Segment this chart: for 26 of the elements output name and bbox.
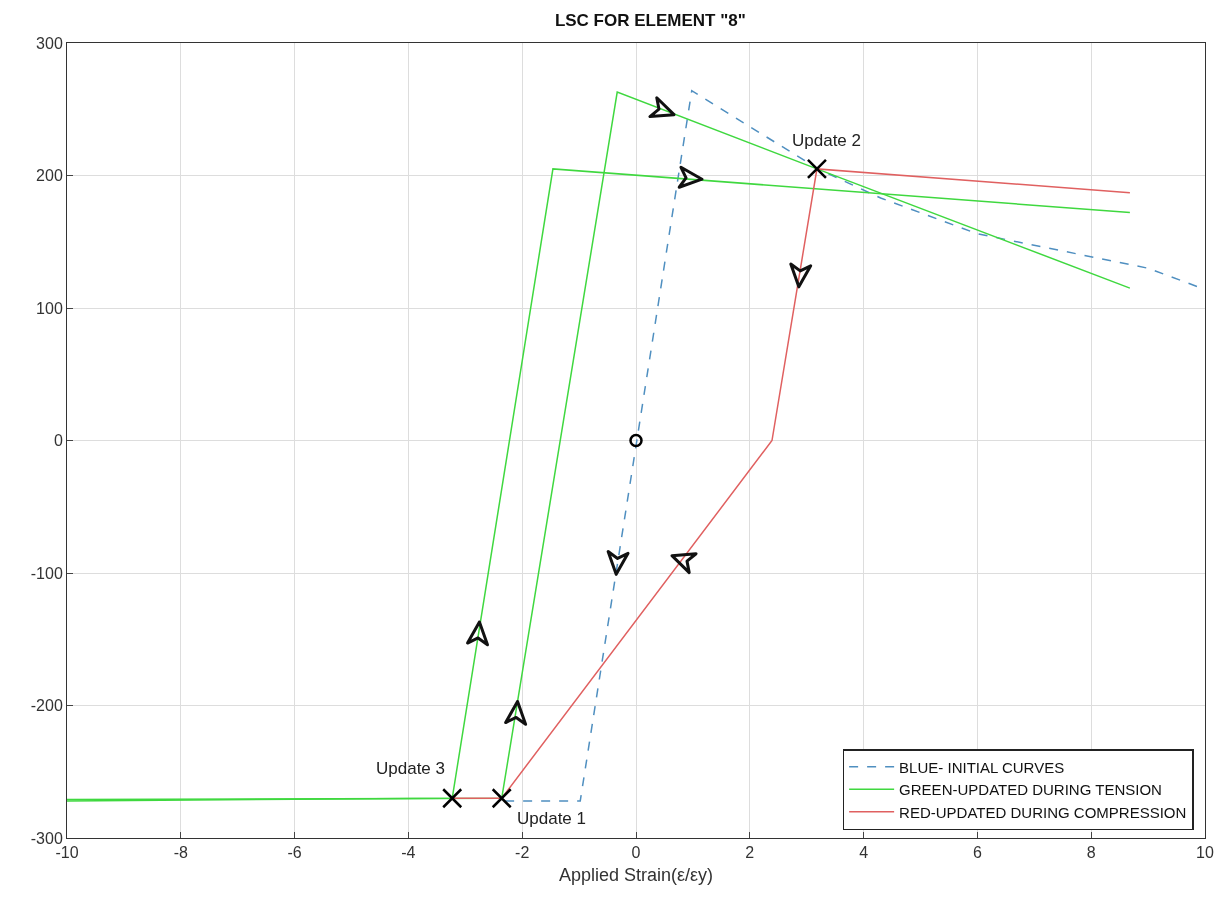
y-tick-label: 100	[36, 299, 63, 317]
x-tick-label: 2	[745, 844, 755, 862]
annotation: Update 2	[792, 131, 861, 150]
y-tick-label: 200	[36, 167, 63, 185]
y-tick-label: 300	[36, 34, 63, 52]
x-tick-label: -2	[515, 844, 530, 862]
y-tick-label: -200	[30, 697, 63, 715]
x-tick-label: -8	[173, 844, 189, 862]
y-tick-label: -100	[30, 564, 63, 582]
y-tick-label: 0	[53, 432, 63, 450]
legend-label: GREEN-UPDATED DURING TENSION	[899, 781, 1162, 799]
y-tick-label: -300	[30, 829, 63, 847]
annotation: Update 1	[517, 809, 586, 828]
x-tick-label: -6	[287, 844, 302, 862]
x-tick-label: -10	[55, 844, 79, 862]
x-tick-label: 10	[1196, 844, 1214, 862]
x-tick-label: 4	[859, 844, 869, 862]
legend-label: BLUE- INITIAL CURVES	[899, 758, 1065, 776]
chart-title: LSC FOR ELEMENT "8"	[554, 10, 746, 30]
x-tick-label: -4	[401, 844, 416, 862]
x-tick-label: 6	[972, 844, 982, 862]
x-axis-title: Applied Strain(ε/εy)	[558, 865, 714, 886]
x-tick-label: 8	[1086, 844, 1096, 862]
legend-label: RED-UPDATED DURING COMPRESSION	[899, 803, 1187, 821]
x-tick-label: 0	[631, 844, 641, 862]
annotation: Update 3	[376, 759, 445, 778]
